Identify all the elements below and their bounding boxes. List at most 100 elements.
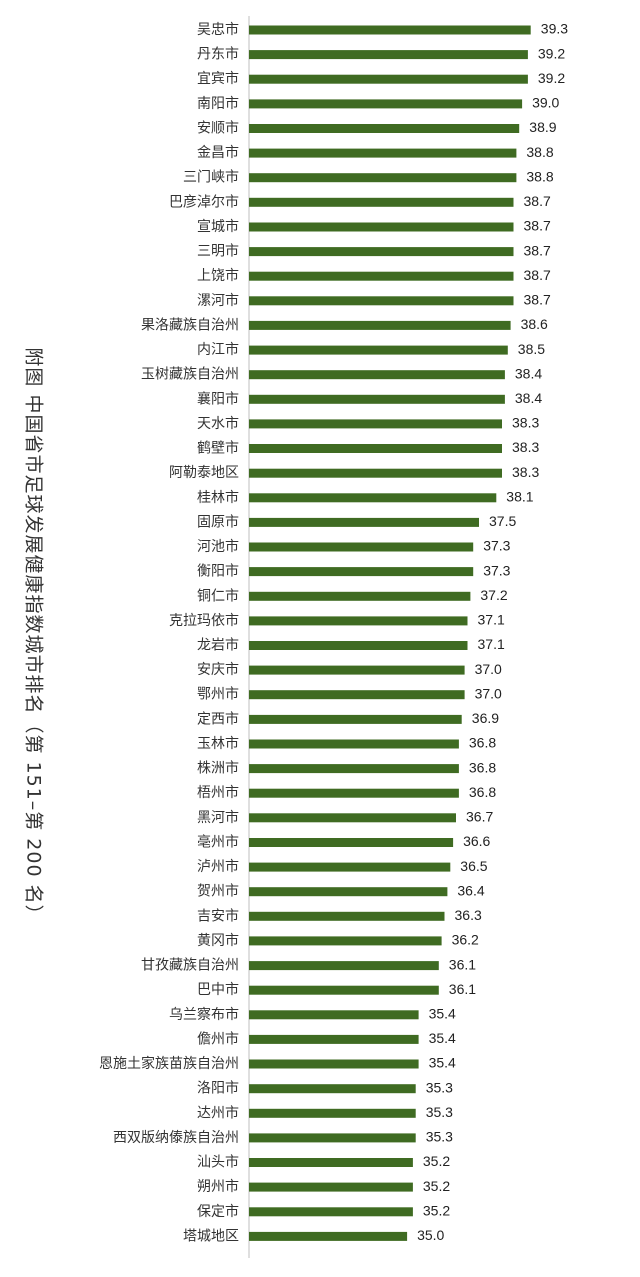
category-label: 鹤壁市 [197, 440, 239, 457]
bar [249, 1158, 413, 1167]
category-label: 达州市 [197, 1104, 239, 1121]
category-label: 南阳市 [197, 95, 239, 112]
category-label: 龙岩市 [197, 637, 239, 654]
value-label: 35.4 [429, 1055, 456, 1071]
bar [249, 985, 439, 995]
value-label: 37.1 [478, 612, 505, 628]
bar [249, 616, 468, 626]
value-label: 35.2 [423, 1178, 450, 1194]
category-label: 丹东市 [197, 46, 239, 63]
value-label: 36.5 [460, 858, 487, 874]
value-label: 38.7 [524, 193, 551, 209]
bar [249, 862, 451, 872]
bar [249, 838, 454, 847]
value-label: 35.4 [429, 1030, 456, 1046]
category-label: 玉林市 [197, 735, 239, 752]
value-label: 39.0 [532, 95, 559, 111]
chart-title: 附图 中国省市足球发展健康指数城市排名（第 151–第 200 名） [23, 347, 45, 924]
bar [249, 567, 474, 577]
bar [249, 714, 462, 724]
bar [249, 1059, 419, 1069]
value-label: 36.8 [469, 735, 496, 751]
value-label: 37.1 [478, 636, 505, 652]
value-label: 36.9 [472, 710, 499, 726]
category-label: 固原市 [197, 513, 239, 530]
bar [249, 197, 514, 207]
bar [249, 1133, 416, 1143]
category-label: 儋州市 [197, 1030, 239, 1047]
bar [249, 50, 528, 60]
value-label: 38.6 [521, 316, 548, 332]
value-label: 38.9 [529, 119, 556, 135]
value-label: 38.5 [518, 341, 545, 357]
bar [249, 1108, 416, 1118]
value-label: 38.3 [512, 439, 539, 455]
bar [249, 124, 520, 133]
category-label: 天水市 [197, 415, 239, 432]
category-label: 巴彦淖尔市 [169, 193, 239, 210]
category-label: 阿勒泰地区 [169, 465, 239, 481]
category-label: 衡阳市 [197, 563, 239, 580]
bar [249, 1084, 416, 1094]
bar [249, 320, 511, 330]
value-label: 38.7 [524, 242, 551, 258]
category-label: 巴中市 [197, 981, 239, 998]
value-label: 36.8 [469, 784, 496, 800]
bar [249, 74, 528, 84]
value-label: 36.2 [452, 932, 479, 948]
value-label: 38.8 [526, 144, 553, 160]
value-label: 38.7 [524, 267, 551, 283]
value-label: 38.4 [515, 390, 542, 406]
value-label: 37.0 [475, 685, 502, 701]
value-label: 37.3 [483, 562, 510, 578]
bar [249, 641, 468, 650]
category-label: 洛阳市 [197, 1080, 239, 1097]
bar [249, 1034, 419, 1044]
value-label: 36.6 [463, 833, 490, 849]
value-label: 38.4 [515, 365, 542, 381]
category-label: 梧州市 [197, 784, 239, 801]
category-label: 汕头市 [197, 1154, 239, 1171]
value-label: 38.3 [512, 464, 539, 480]
value-label: 35.2 [423, 1153, 450, 1169]
value-label: 36.1 [449, 956, 476, 972]
bar [249, 370, 505, 380]
value-label: 36.4 [457, 882, 484, 898]
category-label: 亳州市 [197, 834, 239, 851]
category-label: 黄冈市 [197, 932, 239, 949]
category-label: 西双版纳傣族自治州 [113, 1130, 239, 1146]
bar [249, 419, 502, 429]
category-label: 泸州市 [197, 858, 239, 875]
category-label: 河池市 [197, 538, 239, 555]
category-label: 塔城地区 [183, 1228, 239, 1244]
bar [249, 444, 502, 453]
category-label: 吴忠市 [197, 21, 239, 38]
value-label: 38.7 [524, 218, 551, 234]
value-label: 35.4 [429, 1006, 456, 1022]
value-label: 36.1 [449, 981, 476, 997]
value-label: 36.8 [469, 759, 496, 775]
category-label: 内江市 [197, 341, 239, 358]
category-label: 黑河市 [197, 809, 239, 826]
bar [249, 468, 502, 478]
value-label: 37.5 [489, 513, 516, 529]
category-label: 鄂州市 [197, 686, 239, 703]
bar [249, 345, 508, 355]
category-label: 株洲市 [197, 760, 239, 777]
bars-group [249, 25, 531, 1241]
bar [249, 961, 439, 971]
category-labels-group: 吴忠市丹东市宜宾市南阳市安顺市金昌市三门峡市巴彦淖尔市宣城市三明市上饶市漯河市果… [99, 21, 239, 1244]
bar [249, 271, 514, 281]
category-label: 三明市 [197, 243, 239, 260]
bar [249, 1231, 408, 1241]
category-label: 吉安市 [197, 907, 239, 924]
bar [249, 394, 505, 404]
category-label: 铜仁市 [197, 587, 239, 604]
bar [249, 690, 465, 700]
category-label: 甘孜藏族自治州 [141, 958, 239, 974]
category-label: 保定市 [197, 1203, 239, 1220]
bar [249, 887, 448, 897]
bar [249, 788, 459, 798]
category-label: 漯河市 [197, 292, 239, 309]
value-label: 39.2 [538, 45, 565, 61]
